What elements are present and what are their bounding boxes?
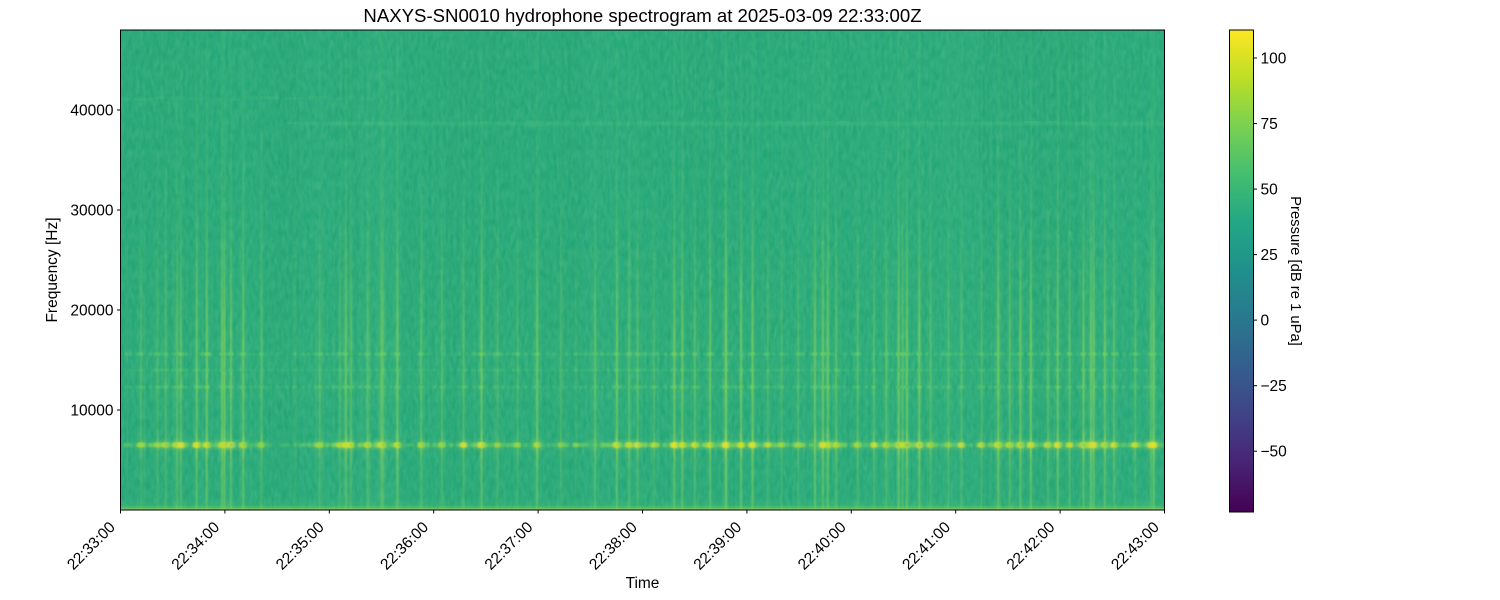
svg-text:100: 100: [1261, 50, 1287, 67]
svg-text:25: 25: [1261, 247, 1278, 264]
svg-text:Frequency [Hz]: Frequency [Hz]: [44, 217, 61, 322]
svg-text:Pressure [dB re 1 uPa]: Pressure [dB re 1 uPa]: [1287, 196, 1303, 346]
svg-text:30000: 30000: [70, 202, 113, 219]
svg-text:20000: 20000: [70, 302, 113, 319]
svg-text:NAXYS-SN0010 hydrophone spectr: NAXYS-SN0010 hydrophone spectrogram at 2…: [363, 5, 921, 26]
svg-text:−25: −25: [1261, 378, 1287, 395]
svg-text:10000: 10000: [70, 402, 113, 419]
svg-text:50: 50: [1261, 181, 1279, 198]
svg-text:Time: Time: [626, 575, 660, 592]
svg-text:75: 75: [1261, 116, 1278, 133]
svg-text:40000: 40000: [70, 102, 113, 119]
svg-text:−50: −50: [1261, 444, 1288, 461]
svg-text:0: 0: [1261, 312, 1270, 329]
